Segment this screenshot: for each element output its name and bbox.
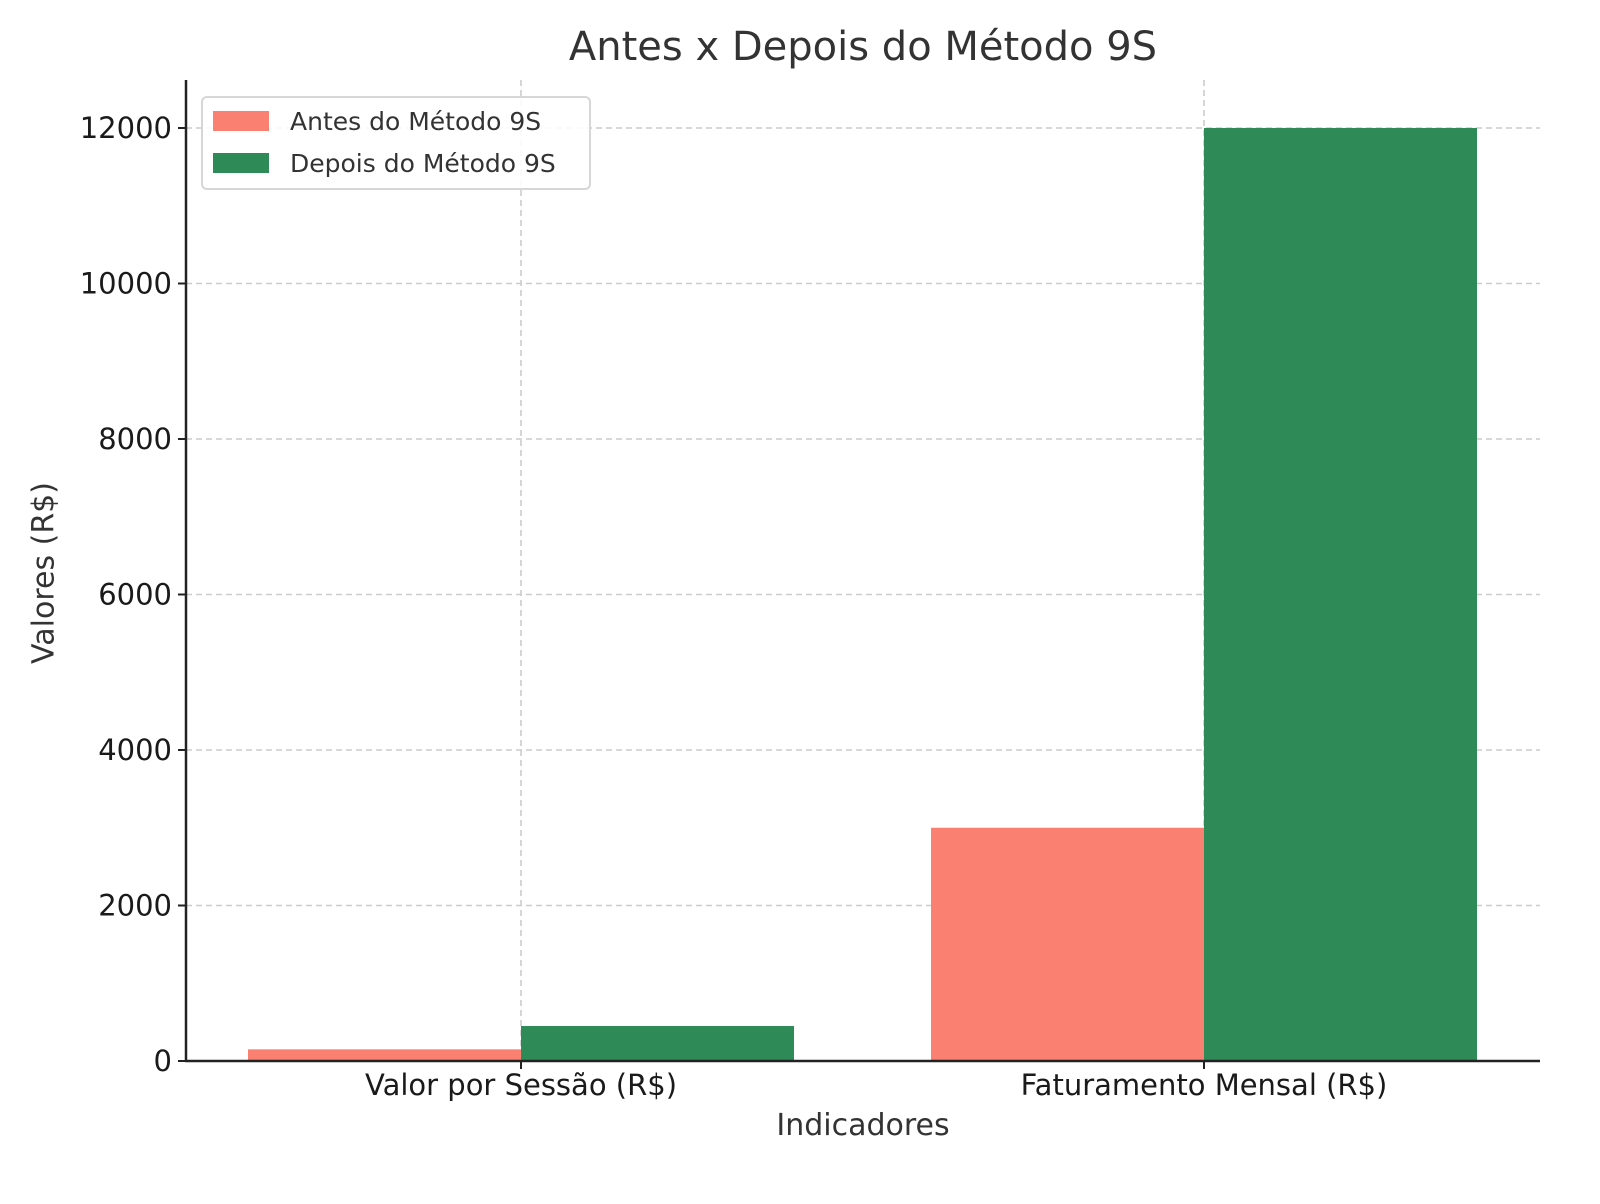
legend-item-antes: Antes do Método 9S: [213, 106, 541, 136]
legend-label-depois: Depois do Método 9S: [290, 148, 556, 178]
bar-antes-1: [931, 827, 1204, 1061]
y-tick-label: 8000: [98, 422, 172, 456]
y-tick-label: 10000: [80, 267, 172, 301]
y-tick-label: 12000: [80, 111, 172, 145]
y-tick-label: 0: [154, 1044, 172, 1078]
y-tick-label: 6000: [98, 578, 172, 612]
y-tick-label: 4000: [98, 733, 172, 767]
bar-depois-1: [1204, 128, 1477, 1061]
bar-depois-0: [521, 1026, 794, 1061]
chart-title: Antes x Depois do Método 9S: [568, 24, 1158, 70]
bar-antes-0: [248, 1049, 521, 1061]
legend: Antes do Método 9S Depois do Método 9S: [201, 96, 591, 190]
x-tick-label: Valor por Sessão (R$): [365, 1068, 677, 1102]
x-axis-label: Indicadores: [776, 1108, 950, 1143]
y-tick-label: 2000: [98, 889, 172, 923]
x-tick-label: Faturamento Mensal (R$): [1021, 1068, 1388, 1102]
legend-swatch-antes: [213, 111, 269, 131]
legend-item-depois: Depois do Método 9S: [213, 148, 556, 178]
legend-swatch-depois: [213, 153, 269, 173]
y-axis-label: Valores (R$): [26, 482, 62, 664]
legend-label-antes: Antes do Método 9S: [290, 106, 542, 136]
